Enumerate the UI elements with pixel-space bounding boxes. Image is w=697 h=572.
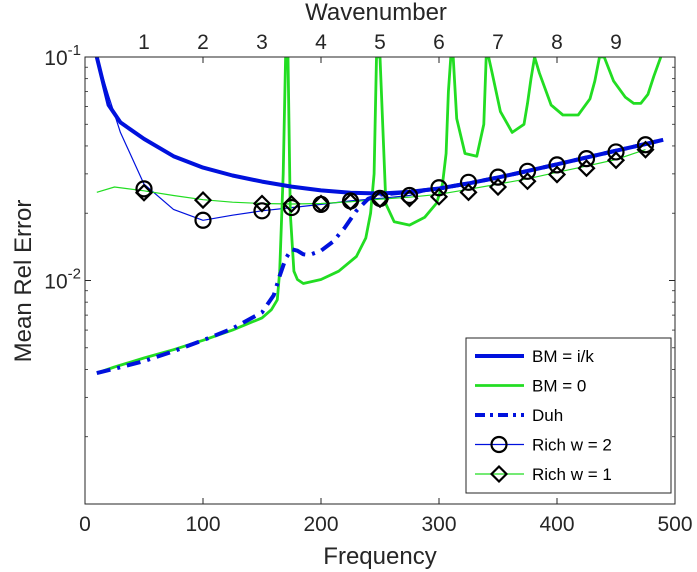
marker-rich-w-2 (194, 211, 212, 229)
x-tick-label: 0 (79, 513, 91, 536)
marker-rich-w-1 (636, 140, 655, 159)
marker-rich-w-1 (341, 192, 360, 211)
legend-label: Duh (532, 406, 563, 425)
marker-rich-w-1 (547, 165, 567, 184)
marker-rich-w-1 (400, 189, 419, 208)
x-tick-label: 200 (303, 513, 338, 536)
marker-rich-w-1 (311, 194, 331, 213)
series-layer (94, 57, 664, 376)
x-tick-label: 500 (657, 513, 692, 536)
top-tick-label: 4 (315, 31, 327, 54)
y-tick-label: 10-1 (44, 42, 81, 70)
marker-rich-w-2 (607, 143, 625, 161)
marker-rich-w-1 (606, 151, 626, 170)
marker-layer (134, 136, 655, 229)
top-tick-label: 6 (433, 31, 445, 54)
legend-marker-rich-w-1 (489, 464, 509, 484)
marker-rich-w-1 (252, 194, 272, 213)
marker-rich-w-1 (577, 159, 596, 178)
marker-rich-w-1 (518, 172, 537, 191)
marker-rich-w-2 (135, 180, 153, 198)
marker-rich-w-2 (400, 186, 419, 205)
legend-label: BM = 0 (532, 377, 586, 396)
y-tick-label: 10-2 (44, 266, 81, 294)
marker-rich-w-2 (253, 202, 271, 220)
legend-label: BM = i/k (532, 347, 594, 366)
marker-rich-w-2 (459, 173, 478, 191)
marker-rich-w-1 (370, 190, 390, 209)
marker-rich-w-2 (430, 179, 448, 197)
marker-rich-w-1 (134, 183, 154, 202)
marker-rich-w-2 (282, 198, 301, 217)
series-line-bm-i-k (94, 57, 664, 196)
top-tick-label: 5 (374, 31, 386, 54)
x-tick-label: 300 (421, 513, 456, 536)
top-tick-label: 7 (492, 31, 504, 54)
top-tick-label: 2 (197, 31, 209, 54)
legend: BM = i/k BM = 0 Duh Rich w = 2 Rich w = 1 (465, 337, 672, 494)
top-tick-label: 8 (551, 31, 563, 54)
series-line-bm-0 (96, 57, 663, 375)
marker-rich-w-1 (488, 177, 508, 197)
marker-rich-w-1 (459, 183, 478, 202)
legend-label: Rich w = 1 (532, 465, 612, 484)
marker-rich-w-1 (429, 187, 449, 206)
legend-label: Rich w = 2 (532, 436, 612, 455)
axis-layer: 0 100 200 300 400 500 1 2 3 4 5 6 7 8 9 10-1 10-2 (44, 31, 692, 536)
marker-rich-w-2 (548, 156, 566, 174)
marker-rich-w-2 (636, 136, 655, 154)
top-axis-title: Wavenumber (305, 0, 447, 26)
x-tick-label: 400 (539, 513, 574, 536)
marker-rich-w-1 (193, 191, 213, 210)
marker-rich-w-2 (489, 168, 507, 186)
top-tick-label: 1 (138, 31, 150, 54)
y-axis-title: Mean Rel Error (10, 200, 37, 363)
marker-rich-w-2 (518, 162, 537, 180)
x-tick-label: 100 (185, 513, 220, 536)
top-tick-label: 9 (610, 31, 622, 54)
marker-rich-w-2 (577, 150, 596, 168)
legend-marker-rich-w-2 (490, 435, 508, 454)
marker-rich-w-1 (282, 194, 301, 214)
series-line-duh (96, 137, 664, 376)
x-axis-title: Frequency (323, 543, 436, 570)
top-tick-label: 3 (256, 31, 268, 54)
